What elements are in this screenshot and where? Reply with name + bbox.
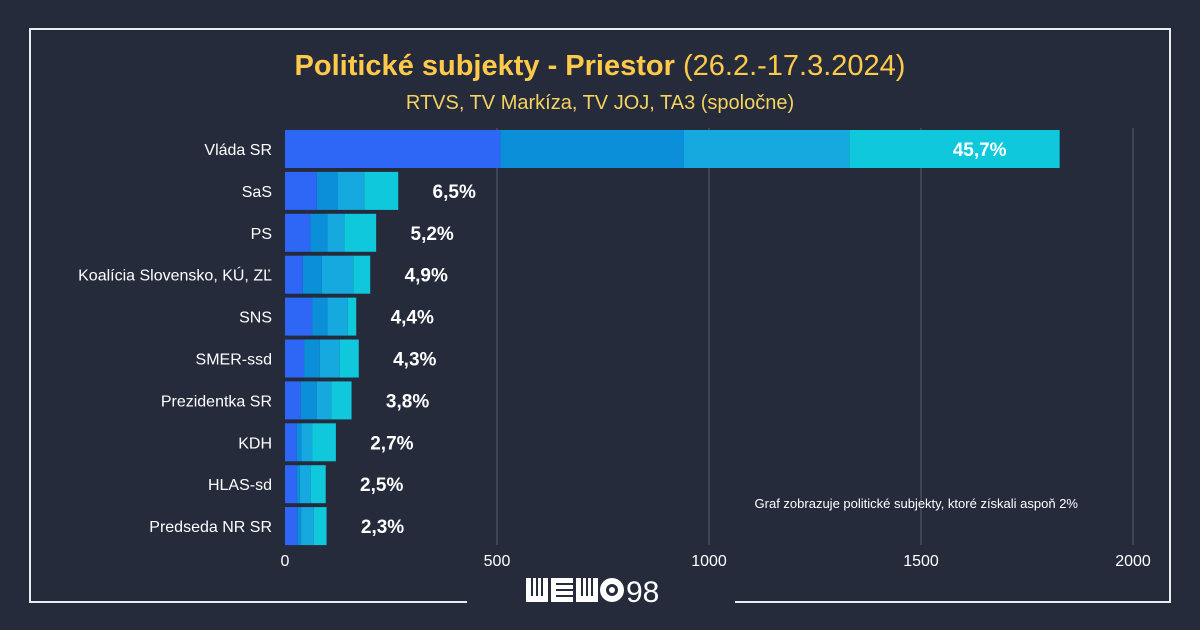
logo-mark [526, 578, 624, 602]
bar-segment [301, 423, 313, 462]
chart-title-date-range: (26.2.-17.3.2024) [682, 50, 906, 82]
chart-title: Politické subjekty - Priestor (26.2.-17.… [0, 50, 1200, 83]
bar-segment [683, 130, 850, 168]
bar-segment [285, 213, 311, 252]
x-tick-label: 2000 [1115, 553, 1151, 570]
category-label: SaS [242, 184, 272, 201]
bar-segment [285, 339, 305, 378]
bar-segment [347, 297, 357, 336]
bar-segment [285, 465, 297, 504]
bar-segment [285, 381, 301, 420]
bar-segment [364, 171, 399, 210]
bar-segment [312, 423, 336, 462]
bar-segment [285, 171, 317, 210]
bar-segment [321, 255, 354, 294]
bar-segment [299, 465, 311, 504]
data-label: 2,7% [370, 433, 413, 454]
category-label: KDH [238, 435, 272, 452]
data-label: 5,2% [411, 224, 454, 245]
chart-title-main: Politické subjekty - Priestor [294, 50, 675, 82]
data-label: 6,5% [433, 182, 476, 203]
bar-segment [339, 339, 359, 378]
bar-segment [331, 381, 352, 420]
data-label: 4,3% [393, 350, 436, 371]
x-axis-ticks: 0 500 1000 1500 2000 [281, 553, 1151, 570]
bar-segment [310, 465, 326, 504]
x-tick-label: 500 [484, 553, 511, 570]
data-label: 45,7% [953, 140, 1007, 161]
category-label: Koalícia Slovensko, KÚ, ZĽ [78, 266, 272, 285]
bar-segment [285, 130, 501, 168]
data-label: 4,4% [391, 308, 434, 329]
bar-segment [296, 465, 300, 504]
category-label: Predseda NR SR [149, 519, 272, 536]
x-tick-label: 1000 [691, 553, 727, 570]
bar-segment [344, 213, 377, 252]
category-label: Prezidentka SR [161, 393, 272, 410]
chart-footnote: Graf zobrazuje politické subjekty, ktoré… [755, 496, 1079, 511]
bar-segment [313, 507, 327, 546]
category-label: SNS [239, 310, 272, 327]
bar-segment [304, 339, 320, 378]
category-label: HLAS-sd [208, 477, 272, 494]
category-label: SMER-ssd [196, 352, 272, 369]
bar-segment [300, 381, 317, 420]
bar-segment [285, 297, 313, 336]
logo-digits: 98 [626, 576, 659, 606]
bar-segment [353, 255, 371, 294]
memo98-logo: 98 [526, 576, 659, 606]
bar-segment [301, 507, 314, 546]
category-label: Vláda SR [204, 142, 272, 159]
data-labels: 45,7% 6,5% 5,2% 4,9% 4,4% 4,3% 3,8% 2,7% 2,5% 2,3… [360, 140, 1007, 538]
x-tick-label: 1500 [903, 553, 939, 570]
data-label: 4,9% [405, 266, 448, 287]
bar-segment [316, 381, 332, 420]
bar-segment [285, 423, 297, 462]
x-tick-label: 0 [281, 553, 290, 570]
bars [285, 130, 1060, 546]
grid-lines [496, 128, 1134, 545]
bar-segment [319, 339, 340, 378]
bar-segment [849, 130, 1060, 168]
bar-segment [310, 213, 328, 252]
category-label: PS [251, 226, 272, 243]
bar-segment [500, 130, 684, 168]
bar-segment [302, 255, 322, 294]
bar-segment [327, 297, 348, 336]
bar-segment [297, 507, 302, 546]
chart-subtitle: RTVS, TV Markíza, TV JOJ, TA3 (spoločne) [405, 92, 795, 114]
bar-segment [285, 507, 298, 546]
bar-segment [285, 255, 303, 294]
bar-segment [316, 171, 338, 210]
bar-segment [338, 171, 365, 210]
data-label: 2,3% [361, 517, 404, 538]
data-label: 3,8% [386, 391, 429, 412]
bar-segment [327, 213, 345, 252]
data-label: 2,5% [360, 475, 403, 496]
bar-segment [312, 297, 328, 336]
category-labels: Vláda SR SaS PS Koalícia Slovensko, KÚ, ZĽ S… [78, 142, 272, 536]
bar-segment [296, 423, 302, 462]
